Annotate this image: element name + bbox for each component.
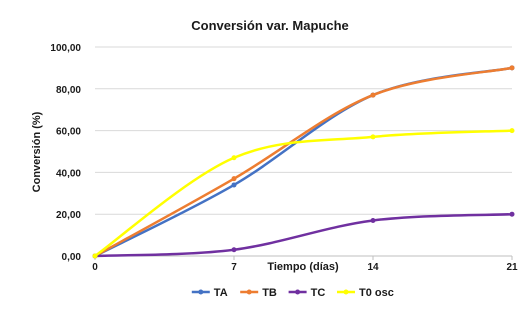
- y-tick-label: 20,00: [56, 210, 81, 221]
- gridlines: [95, 46, 512, 215]
- legend-label-tb: TB: [262, 287, 277, 299]
- y-tick-label: 0,00: [62, 252, 82, 263]
- series-line-tb: [94, 66, 513, 258]
- y-axis-label: Conversión (%): [31, 111, 43, 192]
- legend-marker-t0-osc: [343, 289, 349, 295]
- data-point-tb: [231, 176, 237, 182]
- legend-label-t0-osc: T0 osc: [359, 287, 394, 299]
- x-tick-label: 7: [231, 262, 237, 273]
- legend: TA TB TC T0 osc: [191, 287, 394, 299]
- legend-label-tc: TC: [311, 287, 326, 299]
- y-tick-label: 100,00: [50, 43, 81, 54]
- legend-marker-tc: [295, 289, 301, 295]
- data-point-tb: [370, 92, 376, 98]
- x-axis-label: Tiempo (días): [267, 261, 339, 273]
- data-point-tc: [370, 217, 376, 223]
- legend-marker-tb: [246, 289, 252, 295]
- data-point-t0-osc: [509, 128, 515, 134]
- x-tick-label: 14: [367, 262, 379, 273]
- axes: 0,00 20,00 40,00 60,00 80,00 100,00 0 7 14 21: [50, 43, 518, 273]
- y-tick-label: 80,00: [56, 85, 81, 96]
- x-tick-label: 21: [506, 262, 518, 273]
- x-tick-label: 0: [92, 262, 98, 273]
- data-point-tc: [231, 247, 237, 253]
- series-lines: [92, 65, 515, 259]
- data-point-t0-osc: [92, 253, 98, 259]
- series-line-t0-osc: [94, 129, 513, 258]
- legend-marker-ta: [198, 289, 204, 295]
- data-point-t0-osc: [370, 134, 376, 140]
- y-tick-label: 60,00: [56, 127, 81, 138]
- data-point-tb: [509, 65, 515, 71]
- series-line-ta: [94, 66, 513, 258]
- legend-label-ta: TA: [214, 287, 228, 299]
- data-point-tc: [509, 211, 515, 217]
- y-tick-label: 40,00: [56, 168, 81, 179]
- series-line-tc: [94, 212, 513, 258]
- data-point-ta: [231, 182, 237, 188]
- chart-title: Conversión var. Mapuche: [191, 18, 349, 33]
- data-point-t0-osc: [231, 155, 237, 161]
